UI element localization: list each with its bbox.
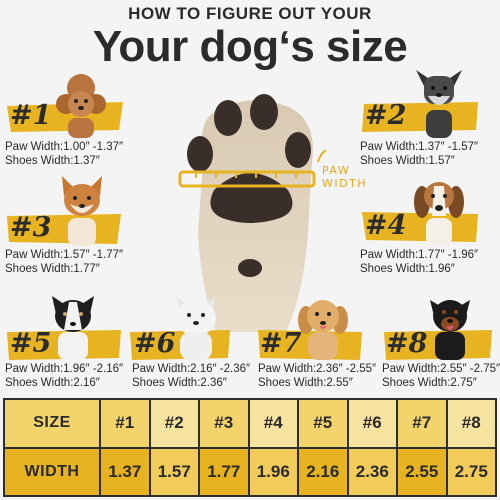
size-cell-8: #8 — [445, 398, 497, 449]
size-number-8: #8 — [386, 328, 428, 359]
dog-7-specs: Paw Width:2.36″ -2.55″ Shoes Width:2.55″ — [258, 362, 376, 390]
size-chart-table: SIZE #1 #2 #3 #4 #5 #6 #7 #8 WIDTH 1.37 … — [3, 398, 497, 497]
golden-retriever-icon — [298, 300, 348, 360]
width-cell-6: 2.36 — [346, 446, 398, 497]
shiba-inu-icon — [62, 176, 102, 246]
width-cell-4: 1.96 — [247, 446, 299, 497]
dog-4-paw-width: Paw Width:1.77″ -1.96″ — [360, 249, 479, 261]
size-cell-6: #6 — [346, 398, 398, 449]
width-header: WIDTH — [3, 446, 101, 497]
paw-illustration — [178, 94, 327, 332]
width-cell-3: 1.77 — [198, 446, 250, 497]
size-cell-2: #2 — [148, 398, 200, 449]
dog-6-paw-width: Paw Width:2.16″ -2.36″ — [132, 363, 251, 375]
size-number-2: #2 — [365, 100, 407, 131]
dog-3-paw-width: Paw Width:1.57″ -1.77″ — [5, 249, 124, 261]
dog-7-shoes-width: Shoes Width:2.55″ — [258, 377, 353, 389]
page-title: Your dog‘s size — [92, 22, 408, 71]
size-cell-3: #3 — [198, 398, 250, 449]
header-subtitle: HOW TO FIGURE OUT YOUR — [128, 4, 372, 23]
width-cell-1: 1.37 — [99, 446, 151, 497]
size-number-7: #7 — [260, 328, 302, 359]
width-cell-7: 2.55 — [396, 446, 448, 497]
dog-2-paw-width: Paw Width:1.37″ -1.57″ — [360, 141, 479, 153]
size-cell-7: #7 — [396, 398, 448, 449]
size-cell-4: #4 — [247, 398, 299, 449]
dog-4-specs: Paw Width:1.77″ -1.96″ Shoes Width:1.96″ — [360, 248, 478, 276]
poodle-icon — [56, 74, 106, 138]
dog-2-shoes-width: Shoes Width:1.57″ — [360, 155, 455, 167]
size-number-6: #6 — [134, 328, 176, 359]
paw-width-label: PAW WIDTH — [322, 164, 368, 190]
width-cell-2: 1.57 — [148, 446, 200, 497]
dog-7-paw-width: Paw Width:2.36″ -2.55″ — [258, 363, 377, 375]
size-number-5: #5 — [10, 328, 52, 359]
dog-6-shoes-width: Shoes Width:2.36″ — [132, 377, 227, 389]
dog-5-paw-width: Paw Width:1.96″ -2.16″ — [5, 363, 124, 375]
dog-5-shoes-width: Shoes Width:2.16″ — [5, 377, 100, 389]
width-row: WIDTH 1.37 1.57 1.77 1.96 2.16 2.36 2.55… — [3, 446, 497, 497]
dog-1-specs: Paw Width:1.00″ -1.37″ Shoes Width:1.37″ — [5, 140, 123, 168]
beagle-icon — [414, 182, 464, 246]
size-header: SIZE — [3, 398, 101, 449]
dog-3-shoes-width: Shoes Width:1.77″ — [5, 263, 100, 275]
dog-8-specs: Paw Width:2.55″ -2.75″ Shoes Width:2.75″ — [382, 362, 500, 390]
dog-8-shoes-width: Shoes Width:2.75″ — [382, 377, 477, 389]
dog-6-specs: Paw Width:2.16″ -2.36″ Shoes Width:2.36″ — [132, 362, 250, 390]
size-number-3: #3 — [10, 212, 52, 243]
samoyed-icon — [176, 296, 216, 360]
schnauzer-icon — [416, 70, 462, 138]
size-cell-1: #1 — [99, 398, 151, 449]
dog-4-shoes-width: Shoes Width:1.96″ — [360, 263, 455, 275]
size-number-1: #1 — [10, 100, 52, 131]
rottweiler-icon — [430, 300, 470, 360]
dog-8-paw-width: Paw Width:2.55″ -2.75″ — [382, 363, 500, 375]
size-row: SIZE #1 #2 #3 #4 #5 #6 #7 #8 — [3, 398, 497, 449]
width-cell-8: 2.75 — [445, 446, 497, 497]
dog-2-specs: Paw Width:1.37″ -1.57″ Shoes Width:1.57″ — [360, 140, 478, 168]
dog-3-specs: Paw Width:1.57″ -1.77″ Shoes Width:1.77″ — [5, 248, 123, 276]
dog-5-specs: Paw Width:1.96″ -2.16″ Shoes Width:2.16″ — [5, 362, 123, 390]
dog-1-paw-width: Paw Width:1.00″ -1.37″ — [5, 141, 124, 153]
border-collie-icon — [52, 296, 94, 360]
size-number-4: #4 — [365, 210, 407, 241]
size-cell-5: #5 — [297, 398, 349, 449]
width-cell-5: 2.16 — [297, 446, 349, 497]
dog-1-shoes-width: Shoes Width:1.37″ — [5, 155, 100, 167]
